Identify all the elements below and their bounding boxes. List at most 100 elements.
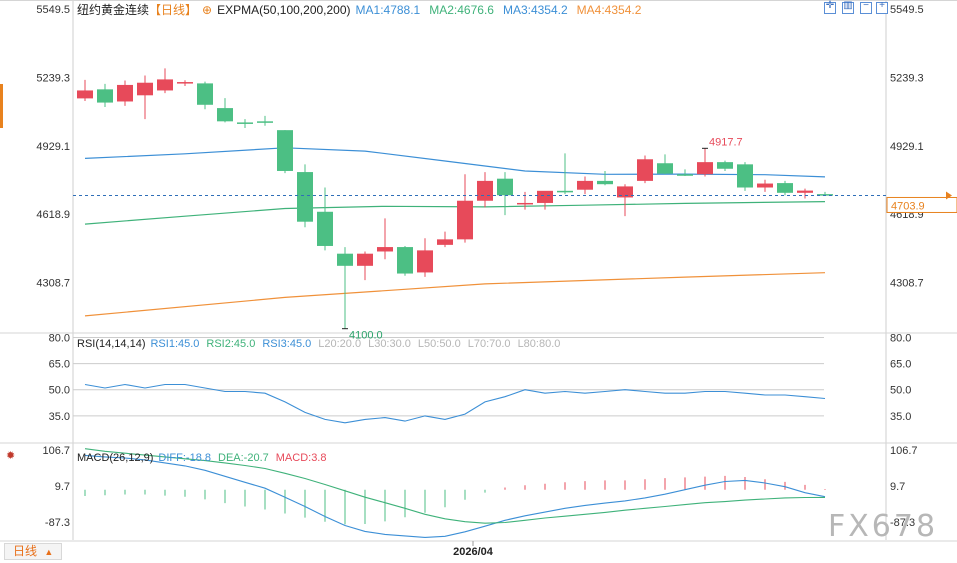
candle-body xyxy=(657,163,673,174)
macd-panel[interactable] xyxy=(84,448,826,538)
candle xyxy=(297,164,313,228)
candle-body xyxy=(317,211,333,246)
low-annotation: 4100.0 xyxy=(349,330,383,342)
y-axes: 5549.5 5549.5 5239.3 5239.3 4929.1 4929.1 4618… xyxy=(36,4,957,558)
candle-body xyxy=(277,130,293,171)
last-price-box xyxy=(886,196,957,213)
candle-body xyxy=(737,164,753,188)
candle-body xyxy=(337,253,353,266)
accent-marker xyxy=(0,84,3,128)
candle-body xyxy=(297,172,313,222)
candle xyxy=(117,80,133,106)
macd-title: MACD(26,12,9) xyxy=(77,452,153,464)
y-tick-label-right: 4929.1 xyxy=(890,141,924,153)
rsi-tick-label-left: 50.0 xyxy=(49,385,70,397)
candle-body xyxy=(397,247,413,274)
settings-icon: ⊕ xyxy=(202,3,212,17)
last-price-pointer xyxy=(946,191,952,200)
candle xyxy=(97,83,113,107)
macd-tick-label-right: 106.7 xyxy=(890,445,918,457)
y-tick-label-left: 4308.7 xyxy=(36,278,70,290)
candle xyxy=(657,154,673,175)
y-tick-label-right: 5239.3 xyxy=(890,72,924,84)
gridlines xyxy=(73,336,824,417)
panel-headers: 纽约黄金连续 【日线】 ⊕ EXPMA(50,100,200,200) MA1:4788… xyxy=(6,2,642,464)
candle xyxy=(777,180,793,196)
rsi-tick-label-left: 80.0 xyxy=(49,332,70,344)
timeframe-label: 日线 xyxy=(13,544,38,558)
candle-body xyxy=(417,250,433,273)
candle-body xyxy=(497,178,513,196)
candle-body xyxy=(157,79,173,91)
fit-icon[interactable]: ▥ xyxy=(842,0,854,14)
candle xyxy=(237,119,253,128)
candle-body xyxy=(757,183,773,188)
ma-readout: MA2:4676.6 xyxy=(429,3,494,17)
candle xyxy=(277,130,293,174)
ma-readout: MA4:4354.2 xyxy=(577,3,642,17)
candle-body xyxy=(137,82,153,96)
candle xyxy=(77,79,93,102)
candle-body xyxy=(817,194,833,196)
y-tick-label-left: 4618.9 xyxy=(36,209,70,221)
timeframe-button[interactable]: 日线 ▲ xyxy=(4,543,62,560)
candle-body xyxy=(117,84,133,102)
candle-body xyxy=(677,174,693,176)
rsi-legend-entry: RSI1:45.0 xyxy=(150,338,199,350)
candle xyxy=(757,179,773,192)
candle-body xyxy=(517,202,533,205)
zoom-in-icon[interactable]: + xyxy=(876,0,888,14)
candle-body xyxy=(217,108,233,122)
watermark: FX678 xyxy=(828,509,939,544)
macd-tick-label-left: 106.7 xyxy=(42,445,70,457)
candle xyxy=(437,231,453,248)
macd-tick-label-left: -87.3 xyxy=(45,517,70,529)
ma-line-ma2 xyxy=(84,201,826,225)
y-tick-label-left: 5549.5 xyxy=(36,4,70,16)
candle-body xyxy=(77,90,93,99)
crosshair-icon[interactable]: ✛ xyxy=(824,0,836,14)
ma-readout: MA1:4788.1 xyxy=(356,3,421,17)
rsi-legend-entry: L70:70.0 xyxy=(468,338,511,350)
last-price-label: 4703.9 xyxy=(891,200,925,212)
y-tick-label-right: 4308.7 xyxy=(890,278,924,290)
rsi-tick-label-right: 80.0 xyxy=(890,332,911,344)
macd-tick-label-left: 9.7 xyxy=(55,481,70,493)
zoom-out-icon[interactable]: − xyxy=(860,0,872,14)
candle-body xyxy=(437,239,453,245)
candle xyxy=(677,169,693,177)
candle xyxy=(137,75,153,120)
candle xyxy=(377,218,393,260)
ma-line-ma4 xyxy=(84,272,826,317)
y-tick-label-left: 4929.1 xyxy=(36,141,70,153)
high-annotation: 4917.7 xyxy=(709,136,743,148)
rsi-legend-entry: L30:30.0 xyxy=(368,338,411,350)
indicator-label: EXPMA(50,100,200,200) xyxy=(217,3,350,17)
candle-body xyxy=(457,200,473,240)
candle xyxy=(157,68,173,94)
candle-body xyxy=(197,83,213,105)
candle-body xyxy=(577,180,593,190)
rsi-title: RSI(14,14,14) xyxy=(77,338,145,350)
price-panel[interactable]: 4917.7 4100.0 xyxy=(73,68,886,342)
rsi-panel[interactable] xyxy=(84,383,826,424)
candle xyxy=(537,190,553,210)
candle xyxy=(497,172,513,216)
candle xyxy=(217,98,233,123)
rsi-legend-entry: L50:50.0 xyxy=(418,338,461,350)
candle xyxy=(717,160,733,171)
symbol-title: 纽约黄金连续 xyxy=(77,2,149,17)
rsi-tick-label-right: 65.0 xyxy=(890,359,911,371)
candle-body xyxy=(237,122,253,124)
candle-body xyxy=(537,190,553,203)
ma-line-ma1 xyxy=(84,147,826,178)
candle-body xyxy=(777,183,793,193)
candle xyxy=(517,191,533,210)
candle xyxy=(737,162,753,191)
rsi-legend-entry: L80:80.0 xyxy=(518,338,561,350)
macd-settings-icon: ✹ xyxy=(6,450,15,462)
candle xyxy=(797,188,813,199)
x-tick-label: 2026/04 xyxy=(453,546,494,558)
candle-body xyxy=(357,253,373,266)
